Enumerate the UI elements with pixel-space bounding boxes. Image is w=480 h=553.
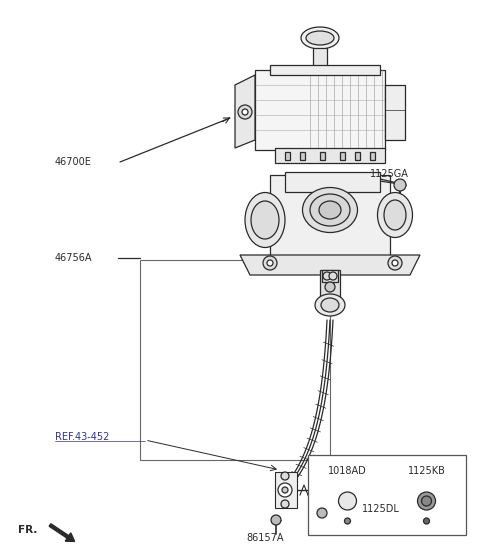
Bar <box>255 70 385 150</box>
Circle shape <box>388 256 402 270</box>
Bar <box>320 152 325 160</box>
Bar <box>308 455 466 535</box>
Ellipse shape <box>301 27 339 49</box>
Bar <box>285 152 290 160</box>
Ellipse shape <box>315 294 345 316</box>
Ellipse shape <box>245 192 285 248</box>
Text: 1018AD: 1018AD <box>328 466 367 476</box>
Circle shape <box>281 500 289 508</box>
Circle shape <box>338 492 357 510</box>
Text: 86157A: 86157A <box>246 533 284 543</box>
Circle shape <box>267 260 273 266</box>
Polygon shape <box>240 255 420 275</box>
Ellipse shape <box>310 194 350 226</box>
Bar <box>140 260 330 460</box>
Text: REF.43-452: REF.43-452 <box>55 432 109 442</box>
Bar <box>370 152 375 160</box>
Text: FR.: FR. <box>18 525 37 535</box>
Text: 46700E: 46700E <box>55 157 92 167</box>
Ellipse shape <box>384 200 406 230</box>
Circle shape <box>242 109 248 115</box>
Circle shape <box>282 487 288 493</box>
Bar <box>320 270 340 300</box>
Ellipse shape <box>306 31 334 45</box>
Text: 46756A: 46756A <box>55 253 93 263</box>
Circle shape <box>418 492 435 510</box>
Circle shape <box>394 179 406 191</box>
Ellipse shape <box>321 298 339 312</box>
Bar <box>322 270 338 282</box>
Circle shape <box>263 256 277 270</box>
Bar <box>313 48 327 66</box>
Polygon shape <box>235 75 255 148</box>
Bar <box>385 85 405 140</box>
FancyArrow shape <box>49 524 75 541</box>
Circle shape <box>278 483 292 497</box>
Ellipse shape <box>319 201 341 219</box>
Ellipse shape <box>302 187 358 232</box>
Bar <box>285 172 380 192</box>
Bar <box>270 65 380 75</box>
Circle shape <box>421 496 432 506</box>
Text: 1125DL: 1125DL <box>362 504 400 514</box>
Circle shape <box>329 272 337 280</box>
Circle shape <box>317 508 327 518</box>
Ellipse shape <box>377 192 412 237</box>
Circle shape <box>345 518 350 524</box>
Ellipse shape <box>251 201 279 239</box>
Circle shape <box>323 272 331 280</box>
Bar <box>275 148 385 163</box>
Bar <box>340 152 345 160</box>
Text: 1125GA: 1125GA <box>370 169 409 179</box>
Bar <box>270 175 390 265</box>
Bar <box>275 472 297 508</box>
Circle shape <box>392 260 398 266</box>
Bar <box>300 152 305 160</box>
Bar <box>355 152 360 160</box>
Text: 1125KB: 1125KB <box>408 466 445 476</box>
Circle shape <box>238 105 252 119</box>
Circle shape <box>423 518 430 524</box>
Circle shape <box>281 472 289 480</box>
Circle shape <box>325 282 335 292</box>
Circle shape <box>271 515 281 525</box>
